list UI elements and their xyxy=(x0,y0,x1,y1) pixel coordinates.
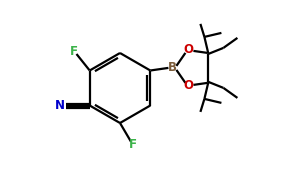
Text: O: O xyxy=(183,43,194,56)
Text: O: O xyxy=(183,79,194,92)
Text: F: F xyxy=(129,138,137,151)
Text: F: F xyxy=(70,44,77,57)
Text: N: N xyxy=(55,99,65,112)
Text: B: B xyxy=(168,61,177,74)
